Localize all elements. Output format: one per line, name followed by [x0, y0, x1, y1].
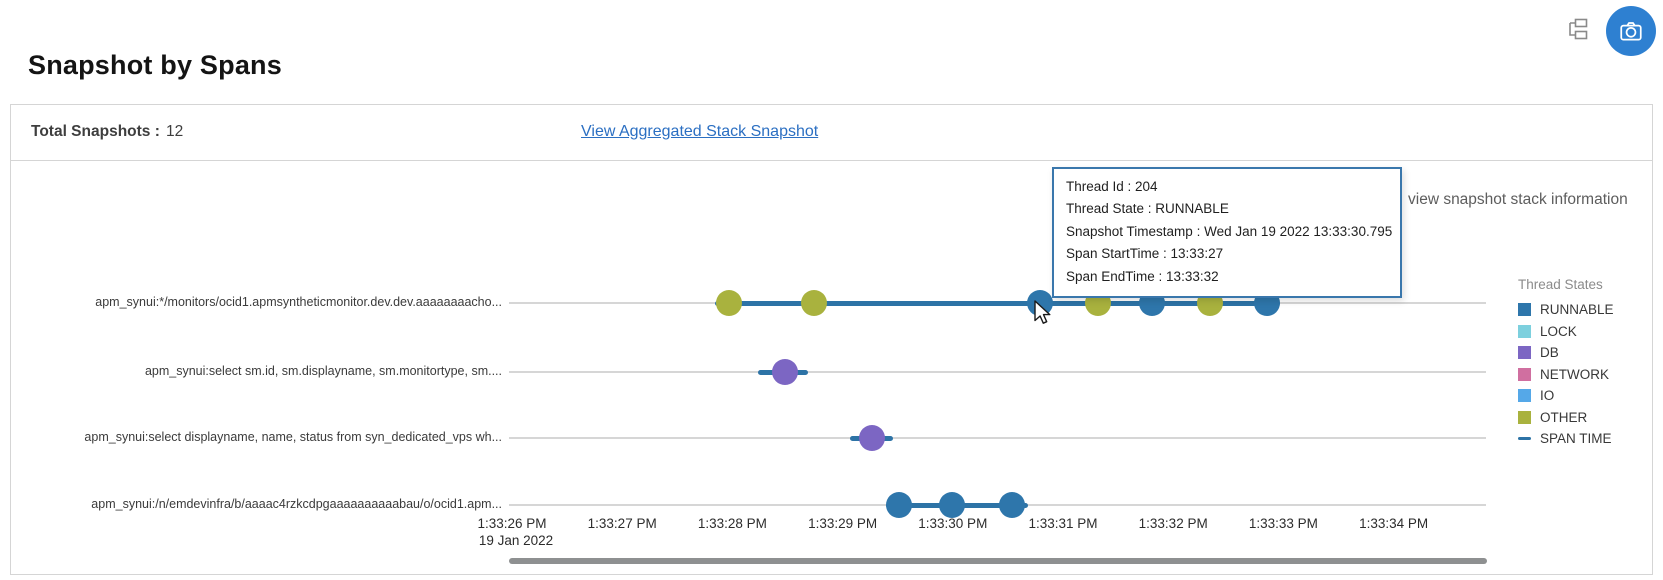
span-row-label: apm_synui:select displayname, name, stat…	[84, 430, 502, 444]
axis-tick-label: 1:33:30 PM	[918, 516, 988, 531]
span-row-baseline	[509, 437, 1486, 439]
legend-item-label: IO	[1540, 388, 1555, 403]
view-snapshot-stack-note: view snapshot stack information	[1408, 191, 1628, 208]
snapshot-dot-other[interactable]	[800, 290, 827, 316]
thread-states-legend: Thread States RUNNABLE LOCK DB NETWORK IO OTH…	[1518, 277, 1614, 453]
total-snapshots-value: 12	[166, 123, 184, 140]
legend-title: Thread States	[1518, 277, 1603, 292]
snapshot-dot-runnable[interactable]	[938, 492, 965, 518]
legend-item-runnable[interactable]: RUNNABLE	[1518, 302, 1614, 317]
snapshot-dot-other[interactable]	[716, 290, 743, 316]
legend-item-network[interactable]: NETWORK	[1518, 367, 1614, 382]
snapshot-dot-runnable[interactable]	[885, 492, 912, 518]
legend-swatch	[1518, 410, 1531, 424]
tree-hierarchy-icon	[1569, 18, 1588, 40]
legend-swatch	[1518, 437, 1531, 440]
axis-tick-label: 1:33:31 PM	[1028, 516, 1098, 531]
span-row-baseline	[509, 371, 1486, 373]
legend-swatch	[1518, 367, 1531, 381]
snapshot-dot-db[interactable]	[859, 425, 886, 451]
axis-tick-label: 1:33:34 PM	[1359, 516, 1429, 531]
legend-item-span-time[interactable]: SPAN TIME	[1518, 431, 1614, 446]
legend-item-io[interactable]: IO	[1518, 388, 1614, 403]
tooltip-snapshot-timestamp: Snapshot Timestamp : Wed Jan 19 2022 13:…	[1066, 223, 1393, 239]
axis-date-label: 19 Jan 2022	[478, 533, 554, 548]
snapshot-dot-runnable[interactable]	[999, 492, 1026, 518]
legend-swatch	[1518, 389, 1531, 402]
tooltip-span-start-time: Span StartTime : 13:33:27	[1066, 246, 1224, 262]
view-aggregated-stack-snapshot-link[interactable]: View Aggregated Stack Snapshot	[581, 123, 819, 140]
axis-tick-label: 1:33:26 PM	[477, 516, 547, 531]
legend-item-label: NETWORK	[1540, 366, 1609, 382]
axis-tick-label: 1:33:32 PM	[1138, 516, 1208, 531]
span-row-label: apm_synui:/n/emdevinfra/b/aaaac4rzkcdpga…	[91, 497, 502, 511]
axis-tick-label: 1:33:33 PM	[1248, 516, 1318, 531]
summary-bar: Total Snapshots : 12 View Aggregated Sta…	[11, 105, 1652, 161]
total-snapshots-label: Total Snapshots :	[31, 123, 160, 140]
page-title: Snapshot by Spans	[28, 50, 282, 80]
camera-button[interactable]	[1606, 6, 1656, 56]
span-time-line	[714, 300, 1281, 306]
legend-item-label: RUNNABLE	[1540, 302, 1614, 317]
tooltip-span-end-time: Span EndTime : 13:33:32	[1066, 268, 1219, 284]
tooltip-thread-id: Thread Id : 204	[1066, 179, 1158, 194]
legend-item-label: LOCK	[1540, 323, 1577, 339]
legend-swatch	[1518, 346, 1531, 359]
legend-swatch	[1518, 303, 1531, 316]
legend-item-label: OTHER	[1540, 409, 1588, 425]
snapshot-tooltip: Thread Id : 204 Thread State : RUNNABLE …	[1052, 167, 1402, 299]
legend-swatch	[1518, 324, 1531, 338]
horizontal-scrollbar-thumb[interactable]	[509, 558, 1487, 564]
span-row-label: apm_synui:*/monitors/ocid1.apmsyntheticm…	[95, 295, 502, 309]
legend-item-label: DB	[1540, 345, 1559, 360]
axis-tick-label: 1:33:28 PM	[697, 516, 767, 531]
span-row-label: apm_synui:select sm.id, sm.displayname, …	[144, 364, 502, 378]
mouse-cursor-icon	[1034, 300, 1051, 324]
camera-icon	[1620, 22, 1642, 41]
snapshot-dot-db[interactable]	[772, 359, 799, 385]
axis-tick-label: 1:33:29 PM	[808, 516, 878, 531]
span-tree-icon[interactable]	[1563, 15, 1593, 45]
legend-item-lock[interactable]: LOCK	[1518, 324, 1614, 339]
tooltip-thread-state: Thread State : RUNNABLE	[1066, 201, 1229, 217]
axis-tick-label: 1:33:27 PM	[587, 516, 657, 531]
legend-item-db[interactable]: DB	[1518, 345, 1614, 360]
legend-item-other[interactable]: OTHER	[1518, 410, 1614, 425]
legend-item-label: SPAN TIME	[1540, 431, 1612, 446]
